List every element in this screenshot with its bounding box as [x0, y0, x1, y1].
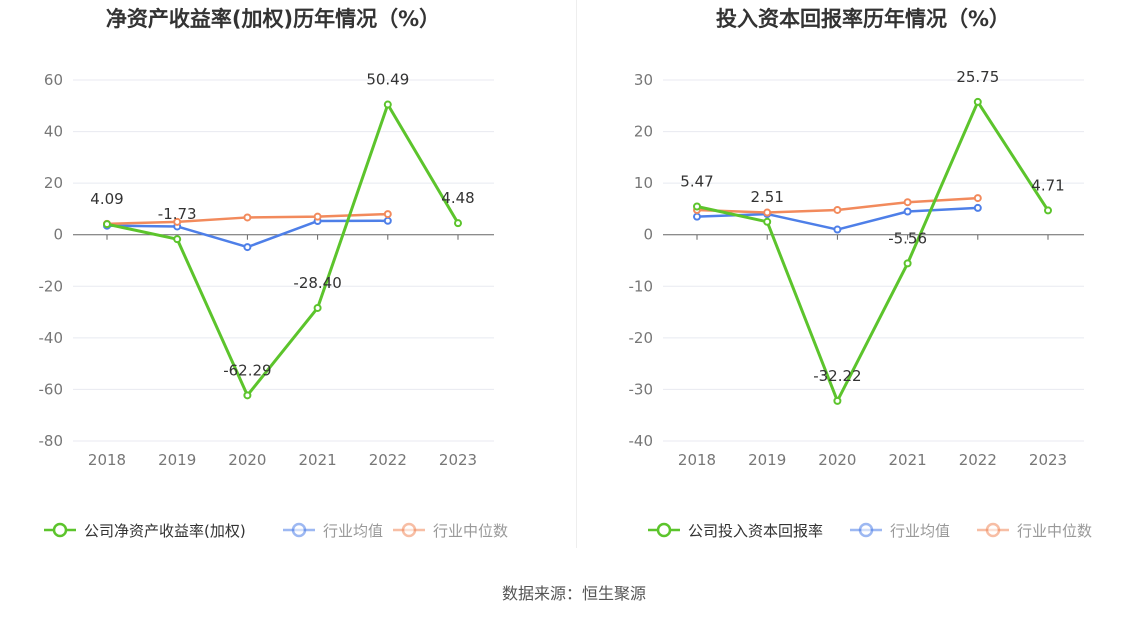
x-tick-label: 2019: [158, 451, 196, 469]
data-point: [903, 198, 912, 207]
data-label: 5.47: [680, 173, 713, 191]
x-tick-label: 2022: [959, 451, 997, 469]
data-point: [383, 216, 392, 225]
x-tick-label: 2021: [299, 451, 337, 469]
y-tick-label: -20: [39, 277, 64, 295]
data-label: -5.56: [888, 229, 927, 247]
legend-label: 公司净资产收益率(加权): [84, 522, 246, 540]
series-line-company: [696, 100, 1050, 403]
data-label: -62.29: [223, 361, 271, 379]
data-point: [313, 212, 322, 221]
data-point: [833, 396, 842, 405]
data-point: [383, 100, 392, 109]
x-tick-label: 2018: [88, 451, 126, 469]
data-label: 4.71: [1031, 176, 1064, 194]
data-point: [833, 205, 842, 214]
y-tick-label: 20: [44, 174, 63, 192]
data-label: -1.73: [158, 205, 197, 223]
legend-label: 公司投入资本回报率: [688, 522, 823, 540]
legend-marker: [656, 522, 672, 538]
panel-divider: [576, 0, 577, 548]
y-tick-label: 0: [643, 226, 653, 244]
data-point: [973, 194, 982, 203]
legend-marker: [985, 522, 1001, 538]
legend-marker: [52, 522, 68, 538]
data-label: -28.40: [293, 274, 341, 292]
legend-label: 行业均值: [323, 522, 383, 540]
data-point: [763, 217, 772, 226]
data-source-text: 数据来源：恒生聚源: [501, 584, 646, 603]
y-tick-label: -40: [629, 432, 654, 450]
data-point: [173, 235, 182, 244]
legend-label: 行业均值: [890, 522, 950, 540]
data-point: [243, 243, 252, 252]
data-point: [973, 97, 982, 106]
legend-label: 行业中位数: [1017, 522, 1092, 540]
data-point: [833, 225, 842, 234]
y-tick-label: -60: [39, 380, 64, 398]
chart-panel-2: 投入资本回报率历年情况（%） 30 20 10 0 -10 -20 -30 -40 2018 201…: [629, 7, 1093, 540]
y-tick-label: -30: [629, 380, 654, 398]
legend-marker: [858, 522, 874, 538]
data-point: [973, 203, 982, 212]
y-tick-label: -80: [39, 432, 64, 450]
legend-marker: [401, 522, 417, 538]
y-tick-label: 30: [634, 71, 653, 89]
y-tick-label: 0: [53, 226, 63, 244]
y-tick-label: 60: [44, 71, 63, 89]
data-point: [173, 217, 182, 226]
x-tick-label: 2021: [889, 451, 927, 469]
data-point: [1044, 206, 1052, 215]
series-line-company: [106, 103, 460, 397]
x-tick-label: 2020: [818, 451, 856, 469]
legend-marker: [291, 522, 307, 538]
y-tick-label: -10: [629, 277, 654, 295]
data-point: [243, 213, 252, 222]
data-label: -32.22: [813, 367, 861, 385]
data-point: [313, 303, 322, 312]
y-tick-label: -20: [629, 329, 654, 347]
data-label: 25.75: [956, 68, 999, 86]
legend-label: 行业中位数: [433, 522, 508, 540]
data-point: [763, 208, 772, 217]
data-point: [243, 391, 252, 400]
data-label: 4.09: [90, 190, 123, 208]
x-tick-label: 2023: [439, 451, 477, 469]
data-point: [454, 219, 462, 228]
x-tick-label: 2020: [228, 451, 266, 469]
data-point: [903, 259, 912, 268]
y-tick-label: -40: [39, 329, 64, 347]
chart-panel-1: 净资产收益率(加权)历年情况（%） 60 40 20 0 -20 -40 -60 -80 2018…: [39, 7, 509, 540]
x-tick-label: 2019: [748, 451, 786, 469]
data-label: 50.49: [366, 71, 409, 89]
data-point: [903, 207, 912, 216]
data-point: [383, 210, 392, 219]
data-label: 2.51: [750, 188, 783, 206]
x-tick-label: 2018: [678, 451, 716, 469]
x-tick-label: 2022: [369, 451, 407, 469]
y-tick-label: 10: [634, 174, 653, 192]
data-point: [103, 220, 111, 229]
data-point: [693, 202, 701, 211]
y-tick-label: 40: [44, 123, 63, 141]
x-tick-label: 2023: [1029, 451, 1067, 469]
y-tick-label: 20: [634, 123, 653, 141]
chart-title: 净资产收益率(加权)历年情况（%）: [106, 7, 440, 31]
data-point: [693, 212, 701, 221]
data-label: 4.48: [441, 189, 474, 207]
chart-title: 投入资本回报率历年情况（%）: [716, 7, 1010, 31]
